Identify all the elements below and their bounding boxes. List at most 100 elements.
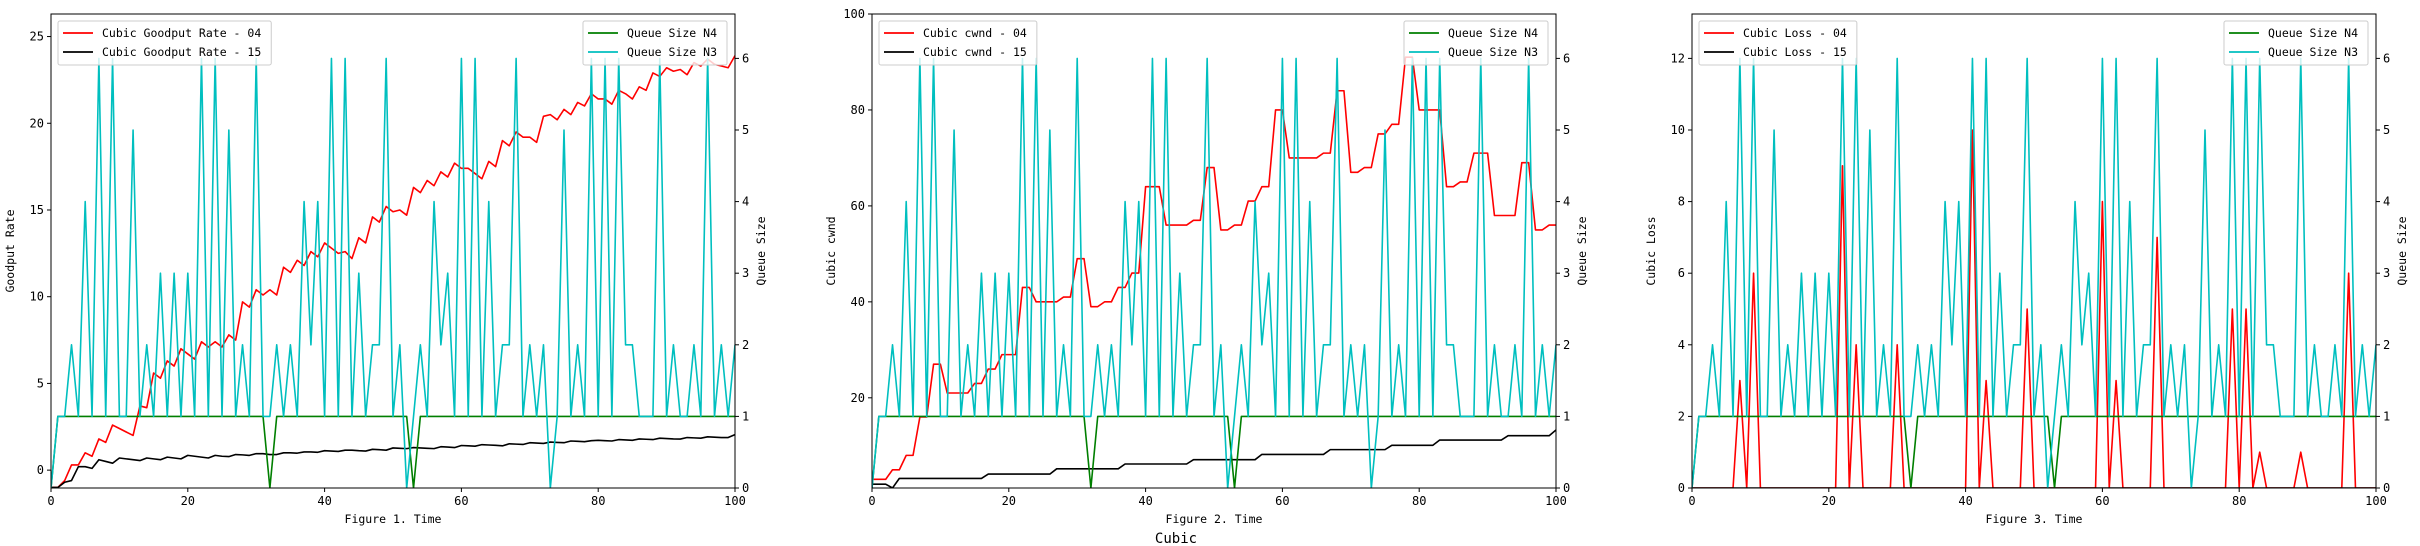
legend-label: Cubic cwnd - 04 xyxy=(923,26,1027,40)
y2-axis-label: Queue Size xyxy=(1575,216,1589,285)
legend-right: Queue Size N4 Queue Size N3 xyxy=(2223,20,2369,66)
x-tick-label: 20 xyxy=(1002,494,1016,508)
legend-box xyxy=(878,20,1038,66)
legend-label: Cubic Loss - 15 xyxy=(1743,45,1847,59)
y2-tick-label: 0 xyxy=(742,481,749,495)
y2-tick-label: 1 xyxy=(1563,409,1570,423)
y-tick-label: 15 xyxy=(30,203,44,217)
legend-label: Cubic Goodput Rate - 15 xyxy=(102,45,261,59)
x-tick-label: 20 xyxy=(181,494,195,508)
axes-frame xyxy=(871,13,1557,489)
y-tick-label: 5 xyxy=(37,376,44,390)
y-tick-label: 2 xyxy=(1678,409,1685,423)
x-tick-label: 40 xyxy=(1958,494,1972,508)
figure-suptitle: Cubic xyxy=(1155,531,1197,546)
x-axis-label: Figure 2. Time xyxy=(1166,512,1263,526)
y-tick-label: 20 xyxy=(30,116,44,130)
legend-entry: Queue Size N4 xyxy=(1408,26,1538,40)
y2-tick-label: 0 xyxy=(2383,481,2390,495)
y2-axis-label: Queue Size xyxy=(2395,216,2409,285)
series-line-cubic-loss-04 xyxy=(1692,129,2376,488)
legend-label: Cubic cwnd - 15 xyxy=(923,45,1027,59)
legend-entry: Cubic Goodput Rate - 15 xyxy=(63,45,261,59)
legend-left: Cubic Loss - 04 Cubic Loss - 15 xyxy=(1698,20,1858,66)
axes-frame xyxy=(1691,13,2377,489)
y2-tick-label: 6 xyxy=(1563,51,1570,65)
y-tick-label: 4 xyxy=(1678,338,1685,352)
y2-tick-label: 3 xyxy=(2383,266,2390,280)
y-tick-label: 0 xyxy=(1678,481,1685,495)
x-axis-label: Figure 3. Time xyxy=(1986,512,2083,526)
legend-entry: Cubic Goodput Rate - 04 xyxy=(63,26,261,40)
y2-tick-label: 6 xyxy=(2383,51,2390,65)
y2-tick-label: 1 xyxy=(2383,409,2390,423)
legend-label: Cubic Loss - 04 xyxy=(1743,26,1847,40)
y-tick-label: 10 xyxy=(30,290,44,304)
y2-tick-label: 2 xyxy=(742,338,749,352)
x-tick-label: 0 xyxy=(868,494,875,508)
y-axis-label: Goodput Rate xyxy=(3,209,17,292)
x-tick-label: 80 xyxy=(591,494,605,508)
y-tick-label: 20 xyxy=(851,391,865,405)
legend-entry: Queue Size N3 xyxy=(587,45,717,59)
y-tick-label: 25 xyxy=(30,30,44,44)
x-tick-label: 80 xyxy=(2232,494,2246,508)
x-tick-label: 100 xyxy=(2365,494,2387,508)
legend-left: Cubic Goodput Rate - 04 Cubic Goodput Rat… xyxy=(57,20,272,66)
y2-tick-label: 4 xyxy=(742,195,749,209)
legend-label: Queue Size N3 xyxy=(1448,45,1538,59)
y2-tick-label: 3 xyxy=(1563,266,1570,280)
y-tick-label: 60 xyxy=(851,199,865,213)
y-axis-label: Cubic Loss xyxy=(1644,216,1658,285)
legend-box xyxy=(1403,20,1549,66)
y-axis-label: Cubic cwnd xyxy=(824,216,838,285)
x-axis-label: Figure 1. Time xyxy=(345,512,442,526)
legend-box xyxy=(582,20,728,66)
legend-entry: Cubic Loss - 04 xyxy=(1704,26,1847,40)
y2-tick-label: 2 xyxy=(2383,338,2390,352)
series-line-queue-size-n4 xyxy=(51,415,735,488)
y-tick-label: 40 xyxy=(851,295,865,309)
y2-tick-label: 5 xyxy=(742,123,749,137)
legend-label: Queue Size N4 xyxy=(2268,26,2358,40)
legend-entry: Cubic Loss - 15 xyxy=(1704,45,1847,59)
legend-entry: Queue Size N4 xyxy=(587,26,717,40)
y-tick-label: 0 xyxy=(37,463,44,477)
legend-entry: Queue Size N3 xyxy=(1408,45,1538,59)
x-tick-label: 80 xyxy=(1412,494,1426,508)
y2-tick-label: 3 xyxy=(742,266,749,280)
x-tick-label: 100 xyxy=(1545,494,1567,508)
series-line-cubic-cwnd-15 xyxy=(872,429,1556,488)
y-tick-label: 10 xyxy=(1671,123,1685,137)
legend-box xyxy=(1698,20,1858,66)
y2-tick-label: 5 xyxy=(2383,123,2390,137)
legend-right: Queue Size N4 Queue Size N3 xyxy=(582,20,728,66)
series-line-queue-size-n4 xyxy=(872,415,1556,488)
series-line-queue-size-n3 xyxy=(872,57,1556,488)
y-tick-label: 12 xyxy=(1671,51,1685,65)
series-line-queue-size-n3 xyxy=(51,57,735,488)
series-line-cubic-goodput-rate-04 xyxy=(51,55,735,488)
x-tick-label: 0 xyxy=(1688,494,1695,508)
legend-right: Queue Size N4 Queue Size N3 xyxy=(1403,20,1549,66)
x-tick-label: 40 xyxy=(1138,494,1152,508)
y2-tick-label: 5 xyxy=(1563,123,1570,137)
legend-label: Queue Size N3 xyxy=(2268,45,2358,59)
y2-tick-label: 4 xyxy=(1563,195,1570,209)
series-line-cubic-goodput-rate-15 xyxy=(51,433,735,488)
x-tick-label: 0 xyxy=(47,494,54,508)
series-line-queue-size-n3 xyxy=(1692,57,2376,488)
x-tick-label: 60 xyxy=(2095,494,2109,508)
y-tick-label: 6 xyxy=(1678,266,1685,280)
legend-label: Queue Size N3 xyxy=(627,45,717,59)
x-tick-label: 100 xyxy=(724,494,746,508)
legend-box xyxy=(2223,20,2369,66)
axes-frame xyxy=(50,13,736,489)
legend-label: Queue Size N4 xyxy=(1448,26,1538,40)
y2-tick-label: 4 xyxy=(2383,195,2390,209)
legend-entry: Cubic cwnd - 15 xyxy=(884,45,1027,59)
legend-entry: Queue Size N4 xyxy=(2228,26,2358,40)
y-tick-label: 8 xyxy=(1678,195,1685,209)
